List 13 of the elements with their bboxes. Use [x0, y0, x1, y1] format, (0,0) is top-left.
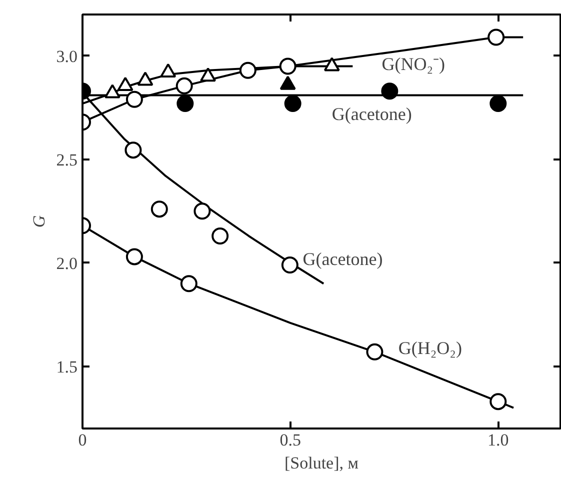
y-tick-label: 2.0: [56, 254, 78, 273]
x-tick-label: 0: [78, 430, 87, 450]
y-axis-title: G: [29, 215, 48, 228]
annotation: G(acetone): [302, 248, 383, 269]
y-tick-label: 3.0: [56, 46, 78, 66]
x-tick-label: 0.5: [280, 430, 301, 450]
x-tick-label: 1.0: [488, 430, 509, 450]
y-tick-label: 1.5: [56, 357, 78, 376]
y-tick-label: 2.5: [56, 150, 78, 170]
x-axis-title: [Solute], ᴍ: [284, 454, 359, 472]
annotation: G(H₂O₂): [398, 338, 462, 358]
annotation: G(acetone): [332, 104, 412, 124]
annotation: G(NO₂⁻): [382, 54, 446, 74]
